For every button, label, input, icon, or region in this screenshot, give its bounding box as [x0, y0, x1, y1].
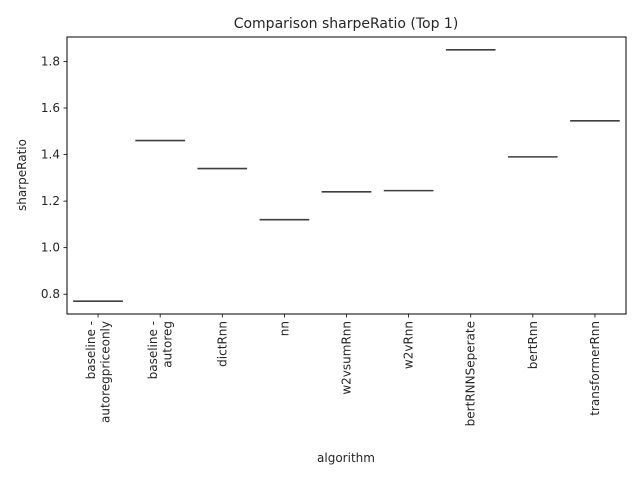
x-tick-label: w2vsumRnn [340, 321, 354, 395]
x-tick-label: bertRnn [526, 321, 540, 369]
x-axis-title: algorithm [317, 451, 375, 465]
x-tick-label: baseline -autoreg [146, 321, 175, 379]
y-axis-title: sharpeRatio [15, 139, 29, 211]
x-tick-label: baseline -autoregpriceonly [84, 321, 113, 423]
x-tick-label: transformerRnn [588, 321, 602, 416]
y-tick-label: 1.4 [41, 148, 60, 162]
y-tick-label: 1.2 [41, 194, 60, 208]
x-tick-label: dictRnn [215, 321, 229, 367]
plot-area: 0.8 1.0 1.2 1.4 1.6 1.8 baseline -autoregprice… [41, 36, 627, 426]
y-tick-label: 0.8 [41, 287, 60, 301]
y-tick-label: 1.6 [41, 101, 60, 115]
y-tick-label: 1.0 [41, 241, 60, 255]
x-tick-label: bertRNNSeperate [464, 321, 478, 426]
chart-title: Comparison sharpeRatio (Top 1) [234, 16, 459, 32]
y-tick-label: 1.8 [41, 54, 60, 68]
x-tick-label: nn [277, 321, 291, 336]
x-tick-label: w2vRnn [402, 321, 416, 369]
